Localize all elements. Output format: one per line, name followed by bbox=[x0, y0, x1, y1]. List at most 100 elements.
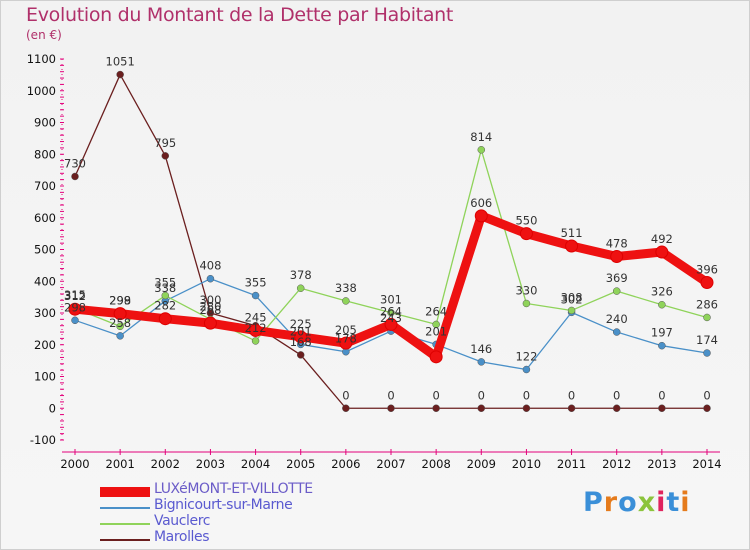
data-point-bignicourt-sur-marne bbox=[71, 316, 79, 325]
data-label: 243 bbox=[380, 311, 402, 325]
data-point-vauclerc bbox=[567, 306, 576, 315]
data-point-lux-mont-et-villotte bbox=[474, 209, 488, 223]
data-label: 814 bbox=[470, 130, 492, 144]
data-label: 197 bbox=[651, 326, 673, 340]
data-point-lux-mont-et-villotte bbox=[113, 307, 127, 321]
data-point-bignicourt-sur-marne bbox=[658, 341, 666, 350]
data-point-vauclerc bbox=[432, 320, 440, 329]
data-label: 369 bbox=[606, 271, 628, 285]
line-chart: -100010020030040050060070080090010001100… bbox=[27, 52, 722, 471]
data-label: 301 bbox=[380, 293, 402, 307]
data-point-vauclerc bbox=[296, 284, 305, 292]
data-point-marolles bbox=[703, 404, 711, 412]
data-point-marolles bbox=[432, 404, 440, 412]
y-tick-label: 0 bbox=[49, 401, 56, 415]
legend-swatch bbox=[100, 523, 150, 525]
x-tick-label: 2004 bbox=[241, 457, 270, 471]
y-tick-label: 600 bbox=[34, 211, 56, 225]
data-label: 492 bbox=[651, 232, 673, 246]
x-tick-label: 2000 bbox=[60, 457, 89, 471]
data-label: 606 bbox=[470, 196, 492, 210]
x-tick-label: 2011 bbox=[557, 457, 586, 471]
x-tick-label: 2006 bbox=[331, 457, 360, 471]
data-point-lux-mont-et-villotte bbox=[249, 323, 263, 337]
x-tick-label: 2012 bbox=[602, 457, 631, 471]
data-label: 225 bbox=[290, 317, 312, 331]
data-label: 408 bbox=[199, 259, 221, 273]
logo-letter: t bbox=[666, 487, 681, 518]
data-point-vauclerc bbox=[703, 313, 711, 322]
data-point-vauclerc bbox=[522, 299, 531, 308]
logo-letter: x bbox=[637, 487, 657, 518]
data-label: 355 bbox=[245, 276, 267, 290]
data-label: 0 bbox=[342, 388, 349, 402]
proxiti-logo: Proxiti bbox=[583, 487, 691, 518]
data-label: 240 bbox=[606, 312, 628, 326]
data-label: 0 bbox=[523, 388, 530, 402]
x-tick-label: 2002 bbox=[151, 457, 180, 471]
data-point-bignicourt-sur-marne bbox=[522, 365, 531, 374]
data-label: 280 bbox=[199, 299, 221, 313]
data-point-bignicourt-sur-marne bbox=[206, 274, 215, 283]
data-label: 315 bbox=[64, 288, 86, 302]
legend-label: Bignicourt-sur-Marne bbox=[154, 497, 293, 513]
legend-swatch bbox=[100, 507, 150, 509]
data-label: 478 bbox=[606, 236, 628, 250]
data-label: 282 bbox=[154, 299, 176, 313]
data-point-lux-mont-et-villotte bbox=[68, 302, 82, 316]
y-tick-label: 400 bbox=[34, 274, 56, 288]
data-point-lux-mont-et-villotte bbox=[339, 336, 353, 350]
logo-letter: P bbox=[583, 487, 604, 518]
data-label: 205 bbox=[335, 323, 357, 337]
data-label: 178 bbox=[335, 332, 357, 346]
data-label: 550 bbox=[515, 214, 537, 228]
data-point-marolles bbox=[116, 70, 124, 79]
data-label: 312 bbox=[64, 289, 86, 303]
data-label: 795 bbox=[154, 136, 176, 150]
data-label: 174 bbox=[696, 333, 718, 347]
x-tick-label: 2009 bbox=[467, 457, 496, 471]
unit-label: (en €) bbox=[26, 28, 62, 42]
x-tick-label: 2014 bbox=[692, 457, 721, 471]
y-tick-label: 500 bbox=[34, 243, 56, 257]
data-point-bignicourt-sur-marne bbox=[703, 349, 711, 357]
data-label: 258 bbox=[109, 316, 131, 330]
data-point-marolles bbox=[567, 404, 576, 412]
data-point-lux-mont-et-villotte bbox=[700, 276, 714, 290]
y-tick-label: 100 bbox=[34, 370, 56, 384]
data-point-marolles bbox=[71, 172, 79, 181]
x-tick-label: 2001 bbox=[106, 457, 135, 471]
data-point-vauclerc bbox=[116, 322, 124, 331]
data-point-vauclerc bbox=[612, 287, 621, 295]
legend-label: Marolles bbox=[154, 529, 210, 545]
data-label: 212 bbox=[245, 321, 267, 335]
data-label: 299 bbox=[109, 293, 131, 307]
data-label: 168 bbox=[290, 335, 312, 349]
y-tick-label: 1100 bbox=[27, 52, 56, 66]
data-label: 245 bbox=[245, 310, 267, 324]
data-label: 355 bbox=[154, 276, 176, 290]
data-label: 0 bbox=[658, 388, 665, 402]
y-tick-label: -100 bbox=[30, 433, 56, 447]
data-label: 511 bbox=[561, 226, 583, 240]
data-point-vauclerc bbox=[161, 291, 170, 300]
data-point-vauclerc bbox=[387, 308, 395, 317]
x-tick-label: 2007 bbox=[376, 457, 405, 471]
data-label: 326 bbox=[651, 285, 673, 299]
data-label: 338 bbox=[154, 281, 176, 295]
data-point-vauclerc bbox=[251, 337, 260, 345]
data-label: 298 bbox=[109, 294, 131, 308]
logo-letter: o bbox=[618, 487, 638, 518]
data-label: 302 bbox=[561, 292, 583, 306]
data-point-marolles bbox=[161, 152, 170, 160]
logo-letter: i bbox=[656, 487, 667, 518]
data-point-lux-mont-et-villotte bbox=[294, 330, 308, 344]
data-point-lux-mont-et-villotte bbox=[519, 227, 533, 241]
data-point-vauclerc bbox=[658, 300, 666, 309]
data-point-bignicourt-sur-marne bbox=[116, 332, 124, 340]
data-point-bignicourt-sur-marne bbox=[612, 328, 621, 336]
x-tick-label: 2005 bbox=[286, 457, 315, 471]
data-label: 264 bbox=[380, 304, 402, 318]
data-label: 0 bbox=[703, 388, 710, 402]
